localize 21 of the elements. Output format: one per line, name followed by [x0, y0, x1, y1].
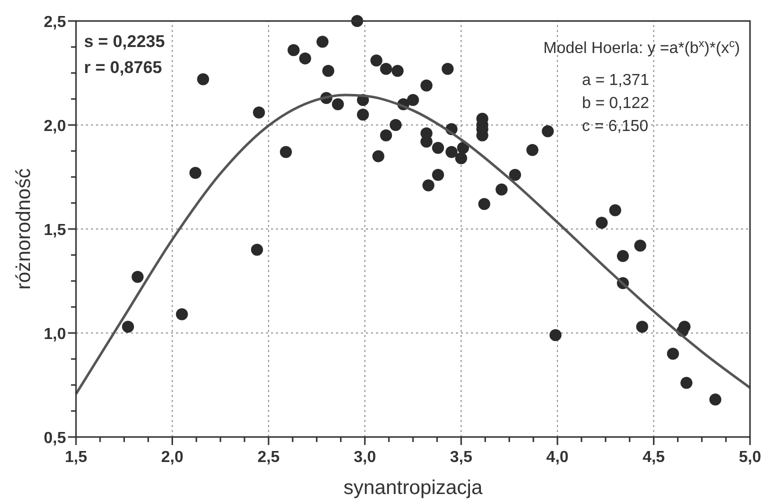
x-tick-label: 1,5 — [64, 449, 88, 466]
annotation: Model Hoerla: y =a*(b$^{x}$)*(x$^{c}$) — [543, 38, 740, 57]
y-tick-label: 2,0 — [44, 118, 66, 135]
y-tick-label: 1,0 — [44, 326, 66, 343]
y-tick-label: 1,5 — [44, 222, 66, 239]
x-tick-label: 3,0 — [354, 449, 376, 466]
x-tick-label: 5,0 — [738, 449, 762, 466]
annotation: s = 0,2235 — [84, 32, 165, 51]
y-tick-label: 2,5 — [44, 14, 66, 31]
x-tick-label: 2,5 — [257, 449, 280, 466]
annotation: a = 1,371 — [582, 72, 650, 89]
annotation: b = 0,122 — [582, 95, 650, 112]
annotation: c = 6,150 — [582, 118, 648, 135]
x-tick-label: 4,0 — [546, 449, 569, 466]
x-axis-title: synantropizacja — [344, 477, 484, 499]
y-tick-label: 0,5 — [44, 430, 66, 447]
x-tick-label: 2,0 — [161, 449, 184, 466]
y-axis-title: różnorodność — [13, 168, 35, 290]
x-tick-label: 3,5 — [450, 449, 472, 466]
x-tick-label: 4,5 — [642, 449, 665, 466]
annotation: r = 0,8765 — [84, 58, 162, 77]
